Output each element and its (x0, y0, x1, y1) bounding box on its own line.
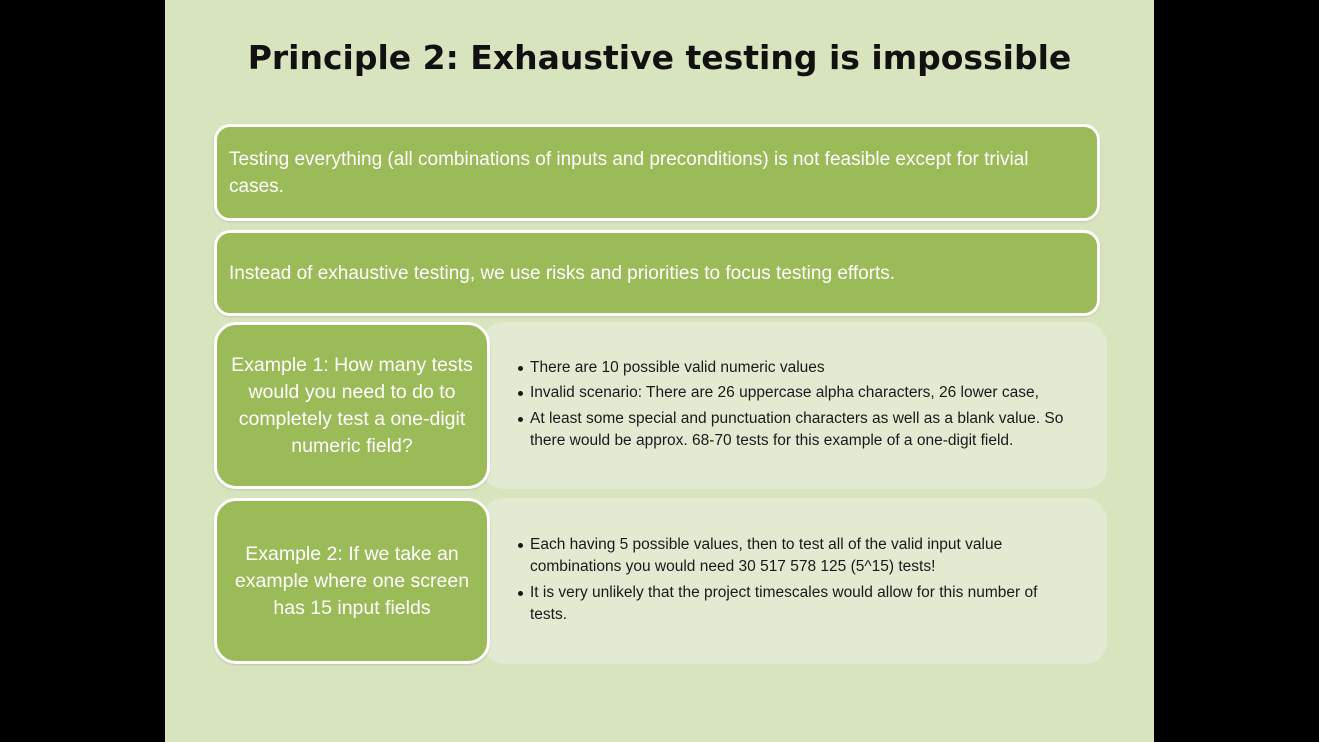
example-2-label-box: Example 2: If we take an example where o… (214, 498, 490, 664)
bullet-item: Invalid scenario: There are 26 uppercase… (518, 382, 1067, 405)
bullet-text: At least some special and punctuation ch… (530, 409, 1064, 450)
bullet-text: There are 10 possible valid numeric valu… (530, 358, 825, 376)
example-row-1: There are 10 possible valid numeric valu… (214, 322, 1107, 489)
example-1-label: Example 1: How many tests would you need… (231, 353, 473, 457)
bullet-text: Invalid scenario: There are 26 uppercase… (530, 384, 1039, 401)
example-2-details: Each having 5 possible values, then to t… (482, 498, 1107, 664)
bullet-icon (518, 416, 523, 422)
statement-text-2: Instead of exhaustive testing, we use ri… (229, 262, 896, 284)
bullet-item: Each having 5 possible values, then to t… (518, 534, 1067, 579)
slide-title: Principle 2: Exhaustive testing is impos… (247, 38, 1072, 77)
statement-box-1: Testing everything (all combinations of … (214, 124, 1100, 221)
bullet-text: It is very unlikely that the project tim… (530, 583, 1038, 624)
example-1-label-box: Example 1: How many tests would you need… (214, 322, 490, 489)
bullet-item: It is very unlikely that the project tim… (518, 582, 1067, 627)
bullet-item: There are 10 possible valid numeric valu… (518, 357, 1067, 380)
example-1-details: There are 10 possible valid numeric valu… (482, 322, 1107, 489)
statement-text-1: Testing everything (all combinations of … (229, 148, 1029, 197)
bullet-icon (518, 590, 523, 596)
example-1-bullet-list: There are 10 possible valid numeric valu… (518, 356, 1067, 456)
slide: Principle 2: Exhaustive testing is impos… (165, 0, 1154, 742)
bullet-text: Each having 5 possible values, then to t… (530, 535, 1003, 576)
bullet-icon (518, 542, 523, 548)
bullet-icon (518, 365, 523, 371)
statement-box-2: Instead of exhaustive testing, we use ri… (214, 230, 1100, 316)
example-row-2: Each having 5 possible values, then to t… (214, 498, 1107, 664)
example-2-bullet-list: Each having 5 possible values, then to t… (518, 533, 1067, 630)
example-2-label: Example 2: If we take an example where o… (234, 542, 470, 619)
bullet-item: At least some special and punctuation ch… (518, 408, 1067, 453)
bullet-icon (518, 391, 523, 396)
